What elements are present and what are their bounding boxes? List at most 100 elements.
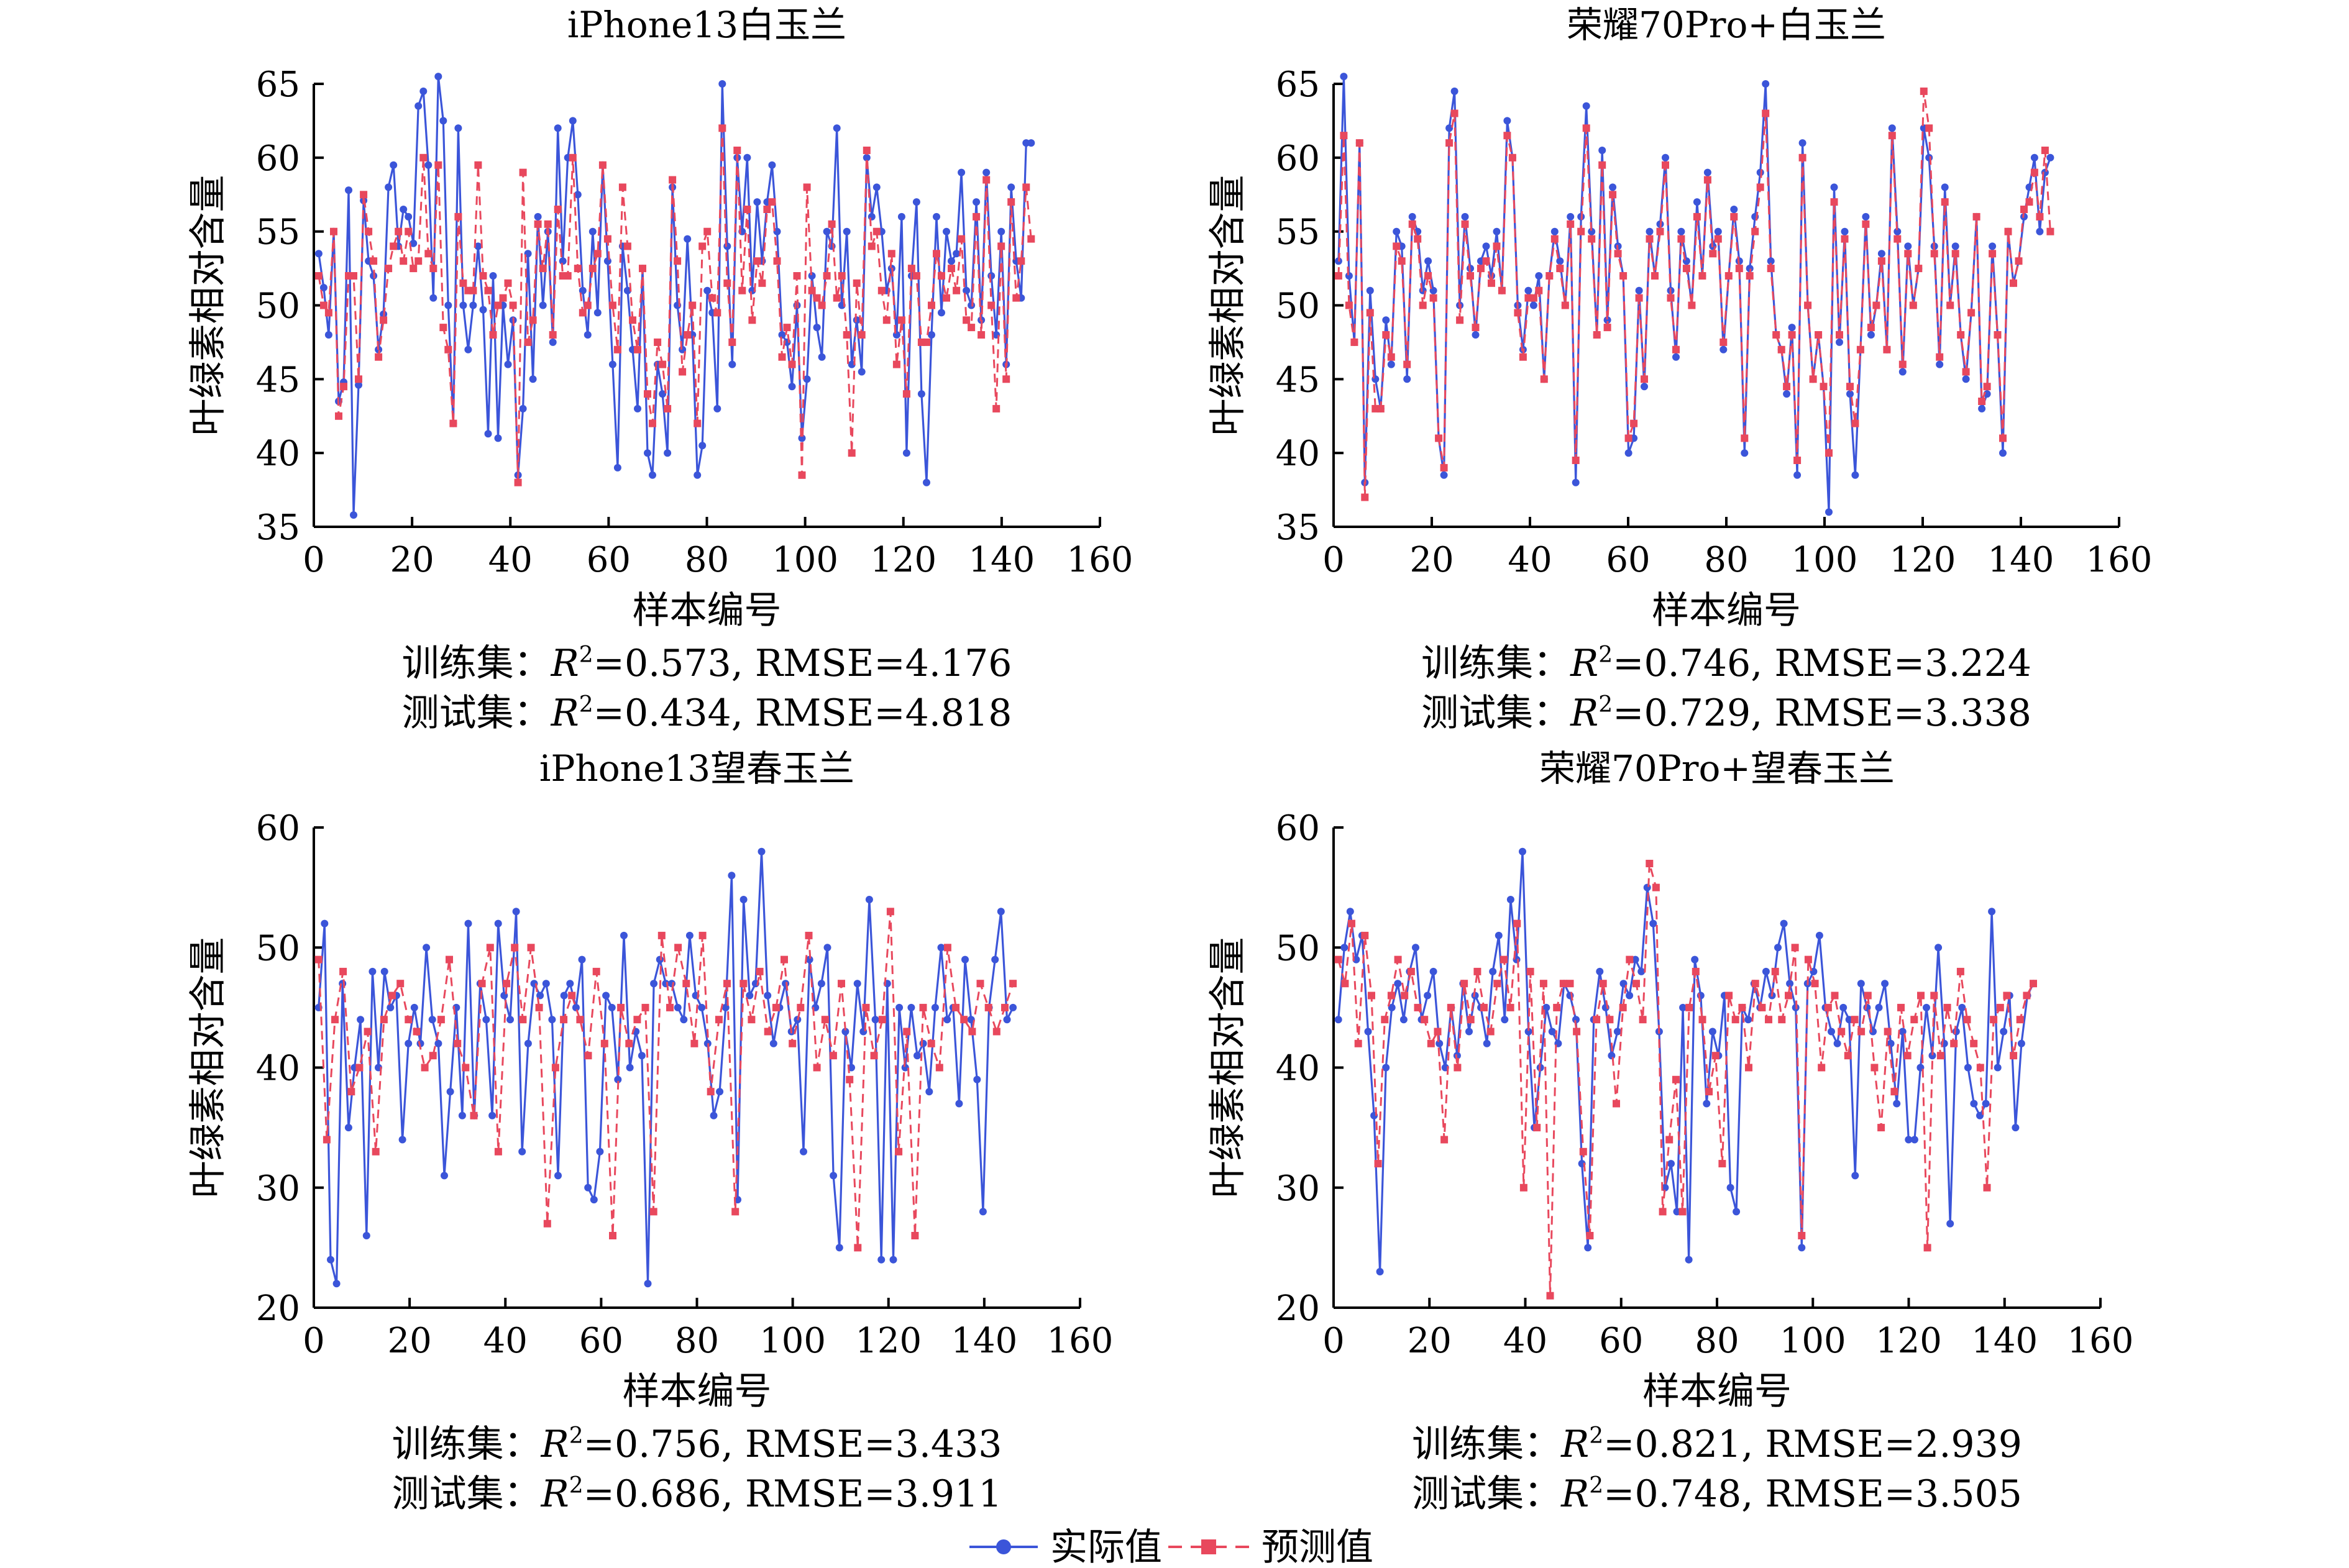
predicted-point xyxy=(1450,109,1458,117)
predicted-point xyxy=(1588,235,1596,243)
actual-point xyxy=(987,272,996,280)
actual-point xyxy=(405,212,413,221)
predicted-point xyxy=(968,1028,976,1036)
predicted-point xyxy=(617,1003,625,1011)
actual-point xyxy=(1009,1003,1017,1011)
y-tick-label: 55 xyxy=(256,212,300,253)
r-symbol: R xyxy=(551,691,579,735)
actual-point xyxy=(1399,1016,1408,1024)
predicted-point xyxy=(400,257,408,265)
predicted-point xyxy=(1348,919,1355,928)
predicted-point xyxy=(608,301,616,309)
actual-point xyxy=(948,257,955,265)
predicted-point xyxy=(666,1003,674,1011)
actual-point xyxy=(979,1208,987,1216)
y-tick-label: 60 xyxy=(256,139,300,179)
actual-point xyxy=(1364,1028,1372,1036)
actual-point xyxy=(504,360,512,368)
predicted-point xyxy=(1440,463,1448,472)
actual-point xyxy=(1667,1160,1675,1168)
predicted-point xyxy=(380,316,388,324)
predicted-point xyxy=(535,1003,543,1011)
actual-point xyxy=(1643,883,1651,891)
actual-point xyxy=(685,931,694,939)
predicted-point xyxy=(1851,1016,1859,1024)
actual-point xyxy=(344,1124,352,1132)
predicted-point xyxy=(943,944,951,952)
x-tick-label: 140 xyxy=(951,1321,1017,1361)
actual-point xyxy=(414,102,423,110)
x-axis-label: 样本编号 xyxy=(623,1370,772,1413)
predicted-point xyxy=(1756,183,1764,191)
predicted-point xyxy=(388,991,396,1000)
actual-point xyxy=(608,1003,616,1011)
train-values: =0.756, RMSE=3.433 xyxy=(584,1423,1002,1466)
actual-point xyxy=(574,191,582,199)
y-tick-label: 60 xyxy=(1276,139,1320,179)
predicted-point xyxy=(1714,235,1722,243)
predicted-point xyxy=(519,168,527,176)
predicted-point xyxy=(1419,301,1427,309)
y-axis-label: 叶绿素相对含量 xyxy=(1206,175,1250,436)
predicted-point xyxy=(360,191,368,199)
actual-point xyxy=(1646,227,1654,235)
actual-point xyxy=(519,404,527,413)
actual-point xyxy=(718,80,726,88)
predicted-point xyxy=(788,360,796,368)
actual-point xyxy=(1762,80,1770,88)
predicted-point xyxy=(625,1039,633,1047)
predicted-point xyxy=(870,1052,878,1060)
predicted-point xyxy=(1857,1028,1866,1036)
actual-point xyxy=(1662,153,1669,162)
predicted-point xyxy=(434,161,442,169)
actual-point xyxy=(1685,1256,1693,1264)
actual-point xyxy=(684,235,692,243)
predicted-point xyxy=(743,206,751,213)
predicted-point xyxy=(1910,1016,1918,1024)
x-tick-label: 100 xyxy=(759,1321,826,1361)
predicted-point xyxy=(748,1016,756,1024)
actual-point xyxy=(853,980,861,988)
actual-point xyxy=(680,1016,688,1024)
actual-point xyxy=(716,1088,724,1096)
predicted-point xyxy=(1767,265,1775,273)
predicted-point xyxy=(748,316,756,324)
predicted-point xyxy=(1682,265,1690,273)
predicted-point xyxy=(314,955,323,964)
actual-point xyxy=(1846,390,1854,398)
actual-point xyxy=(919,1039,927,1047)
predicted-point xyxy=(1561,301,1569,309)
predicted-point xyxy=(414,257,423,265)
actual-point xyxy=(1904,242,1912,250)
actual-point xyxy=(1970,1100,1978,1108)
predicted-point xyxy=(1598,161,1606,169)
actual-point xyxy=(554,124,562,132)
superscript-two: 2 xyxy=(569,1423,584,1449)
legend-actual-marker xyxy=(996,1539,1011,1554)
predicted-point xyxy=(1793,457,1802,464)
predicted-point xyxy=(554,206,562,213)
actual-point xyxy=(1450,87,1458,95)
predicted-point xyxy=(1811,980,1819,988)
actual-point xyxy=(1798,139,1806,147)
predicted-point xyxy=(1951,250,1959,258)
predicted-point xyxy=(1609,191,1617,199)
y-axis-label: 叶绿素相对含量 xyxy=(186,175,230,436)
actual-point xyxy=(649,471,656,479)
actual-point xyxy=(603,257,611,265)
actual-point xyxy=(1888,124,1896,132)
actual-point xyxy=(833,124,841,132)
test-values: =0.729, RMSE=3.338 xyxy=(1613,691,2031,735)
r-symbol: R xyxy=(551,642,579,685)
predicted-point xyxy=(1711,1052,1719,1060)
x-tick-label: 60 xyxy=(1606,540,1650,580)
actual-point xyxy=(813,324,821,332)
predicted-point xyxy=(410,265,418,273)
actual-point xyxy=(1798,1244,1806,1252)
train-label: 训练集： xyxy=(392,1423,541,1466)
actual-point xyxy=(907,1003,915,1011)
actual-point xyxy=(590,1196,598,1204)
predicted-point xyxy=(1897,1003,1905,1011)
actual-point xyxy=(579,286,587,294)
predicted-point xyxy=(1539,980,1547,988)
